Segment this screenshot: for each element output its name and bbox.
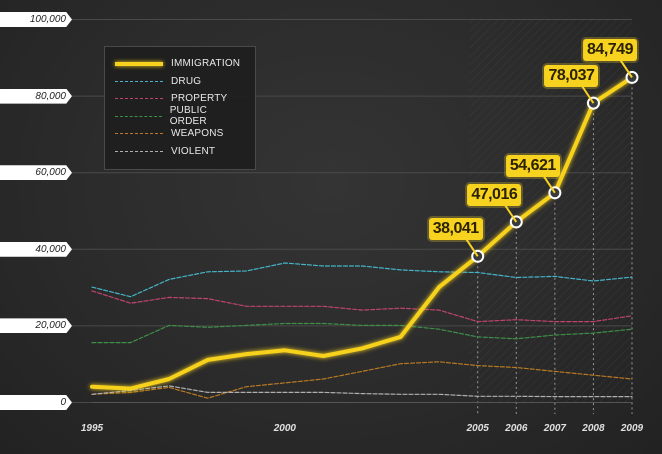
- legend-label: PUBLIC ORDER: [169, 105, 208, 128]
- legend-label: VIOLENT: [171, 145, 216, 157]
- y-tick-label: 80,000: [0, 88, 72, 104]
- legend: IMMIGRATION DRUG PROPERTY PUBLIC ORDER WEAPO…: [104, 46, 256, 170]
- y-tick-label: 60,000: [0, 165, 72, 181]
- value-callout: 78,037: [544, 65, 599, 88]
- legend-item: PUBLIC ORDER: [115, 105, 245, 128]
- y-tick-label: 100,000: [0, 12, 72, 27]
- legend-swatch: [115, 98, 163, 100]
- x-tick-label: 2000: [273, 423, 296, 434]
- x-tick-label: 2007: [543, 423, 566, 434]
- legend-label: WEAPONS: [171, 128, 224, 140]
- legend-item: IMMIGRATION: [115, 55, 245, 73]
- legend-item: VIOLENT: [115, 143, 245, 161]
- x-tick-label: 2009: [620, 423, 644, 434]
- x-tick-label: 2006: [505, 423, 528, 434]
- series-line-drug: [91, 262, 633, 298]
- value-callout: 38,041: [428, 218, 483, 241]
- callout-pointer: [503, 203, 518, 223]
- legend-item: PROPERTY: [115, 90, 245, 108]
- y-tick-label: 0: [0, 395, 72, 410]
- series-line-violent: [91, 385, 633, 398]
- value-callout: 47,016: [467, 183, 522, 206]
- value-callout: 54,621: [505, 154, 560, 177]
- legend-swatch: [115, 80, 163, 82]
- callout-pointer: [464, 237, 479, 257]
- callout-pointer: [580, 84, 595, 104]
- callout-pointer: [542, 174, 556, 194]
- legend-label: IMMIGRATION: [171, 58, 241, 70]
- legend-item: DRUG: [115, 73, 245, 91]
- y-tick-label: 40,000: [0, 241, 72, 257]
- legend-swatch: [115, 150, 163, 152]
- legend-label: DRUG: [171, 75, 202, 87]
- value-callout: 84,749: [583, 39, 637, 62]
- callout-pointer: [619, 58, 633, 78]
- legend-item: WEAPONS: [115, 125, 245, 143]
- legend-swatch: [115, 61, 163, 66]
- series-line-weapons: [91, 361, 633, 399]
- legend-swatch: [115, 133, 163, 135]
- x-tick-label: 2008: [582, 423, 605, 434]
- series-line-property: [91, 290, 633, 323]
- series-line-public-order: [91, 322, 633, 344]
- legend-label: PROPERTY: [171, 93, 228, 105]
- series-line-immigration: [90, 75, 634, 391]
- x-tick-label: 1995: [80, 423, 104, 434]
- x-tick-label: 2005: [466, 423, 489, 434]
- y-tick-label: 20,000: [0, 318, 72, 334]
- legend-swatch: [115, 115, 162, 117]
